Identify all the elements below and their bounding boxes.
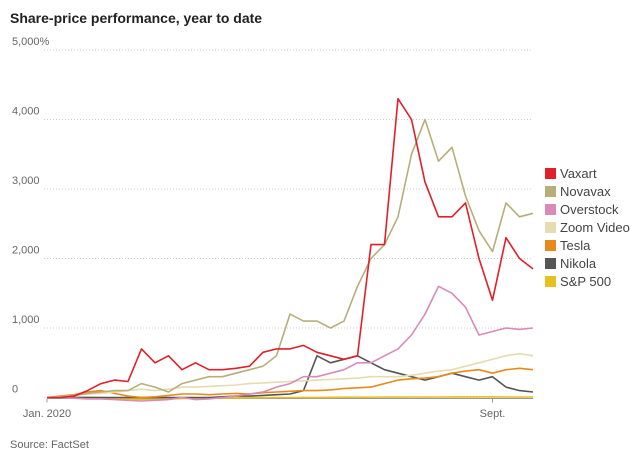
legend-swatch [545,186,556,197]
legend-label: Zoom Video [560,220,630,235]
legend-swatch [545,240,556,251]
legend-swatch [545,258,556,269]
source: Source: FactSet [10,439,89,451]
series-line [46,367,534,399]
chart-title: Share-price performance, year to date [10,10,262,26]
y-tick-label: 1,000 [12,314,40,326]
x-tick-label: Jan. 2020 [23,408,71,420]
series-line [46,118,534,399]
legend-label: Vaxart [560,166,597,181]
legend-swatch [545,168,556,179]
y-tick-label: 3,000 [12,175,40,187]
legend-swatch [545,204,556,215]
x-tick-label: Sept. [480,408,506,420]
legend-label: Tesla [560,238,591,253]
legend-swatch [545,276,556,287]
legend-label: S&P 500 [560,274,611,289]
legend-swatch [545,222,556,233]
y-tick-label: 0 [12,384,18,396]
series-line [47,285,534,402]
y-tick-label: 2,000 [12,245,40,257]
series-line [47,97,534,399]
legend-label: Nikola [560,256,597,271]
y-tick-label: 4,000 [12,106,40,118]
y-tick-label: 5,000% [12,36,50,48]
legend-label: Novavax [560,184,611,199]
legend-label: Overstock [560,202,619,217]
series-line [46,396,533,401]
